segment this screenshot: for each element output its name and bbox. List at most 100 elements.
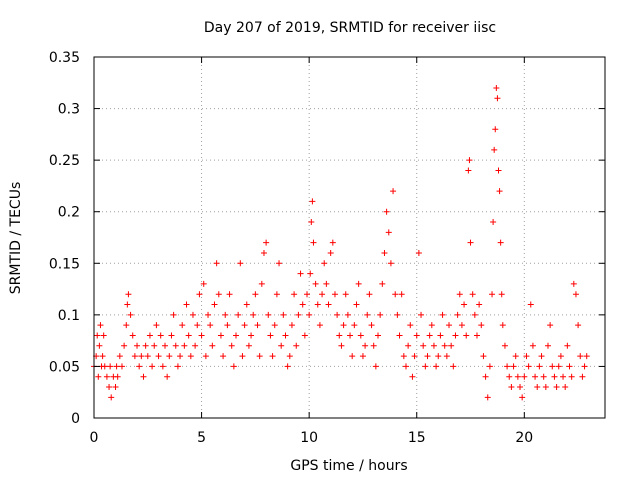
data-point (344, 311, 351, 318)
data-point (478, 322, 485, 329)
data-point (304, 291, 311, 298)
data-point (222, 311, 229, 318)
data-point (428, 322, 435, 329)
data-point (248, 332, 255, 339)
data-point (278, 342, 285, 349)
data-point (508, 384, 515, 391)
data-points (91, 84, 590, 401)
data-point (510, 363, 517, 370)
data-point (189, 311, 196, 318)
data-point (226, 291, 233, 298)
data-point (383, 208, 390, 215)
data-point (409, 373, 416, 380)
data-point (381, 249, 388, 256)
x-tick-label: 15 (408, 430, 426, 446)
data-point (103, 373, 110, 380)
data-point (581, 363, 588, 370)
data-point (299, 301, 306, 308)
data-point (112, 384, 119, 391)
data-point (215, 291, 222, 298)
data-point (566, 363, 573, 370)
data-point (486, 363, 493, 370)
data-point (263, 239, 270, 246)
data-point (187, 353, 194, 360)
data-point (536, 363, 543, 370)
data-point (196, 291, 203, 298)
data-point (405, 342, 412, 349)
axis-ticks: 0 5 10 15 20 0 0.05 0.1 0.15 0.2 0.25 0.3 0.35 (49, 50, 605, 446)
data-point (252, 291, 259, 298)
data-point (372, 363, 379, 370)
data-point (362, 342, 369, 349)
data-point (538, 353, 545, 360)
data-point (309, 198, 316, 205)
data-point (319, 291, 326, 298)
data-point (230, 363, 237, 370)
data-point (329, 239, 336, 246)
x-tick-label: 0 (90, 430, 99, 446)
data-point (125, 291, 132, 298)
data-point (418, 311, 425, 318)
data-point (258, 280, 265, 287)
data-point (295, 311, 302, 318)
data-point (465, 167, 472, 174)
data-point (308, 219, 315, 226)
data-point (456, 291, 463, 298)
y-tick-label: 0.05 (49, 359, 80, 375)
data-point (366, 291, 373, 298)
data-point (473, 332, 480, 339)
data-point (142, 342, 149, 349)
data-point (379, 280, 386, 287)
data-point (458, 322, 465, 329)
data-point (583, 353, 590, 360)
y-tick-label: 0.15 (49, 256, 80, 272)
data-point (553, 384, 560, 391)
data-point (377, 311, 384, 318)
data-point (359, 353, 366, 360)
data-point (422, 363, 429, 370)
data-point (572, 291, 579, 298)
data-point (493, 84, 500, 91)
data-point (557, 353, 564, 360)
data-point (435, 353, 442, 360)
data-point (113, 363, 120, 370)
data-point (471, 311, 478, 318)
x-axis-label: GPS time / hours (290, 458, 407, 474)
data-point (159, 363, 166, 370)
data-point (282, 332, 289, 339)
data-point (498, 291, 505, 298)
data-point (155, 353, 162, 360)
data-point (101, 363, 108, 370)
data-point (146, 332, 153, 339)
data-point (269, 353, 276, 360)
data-point (181, 342, 188, 349)
data-point (482, 373, 489, 380)
chart-title: Day 207 of 2019, SRMTID for receiver iis… (204, 20, 496, 36)
data-point (357, 332, 364, 339)
data-point (424, 353, 431, 360)
data-point (364, 311, 371, 318)
data-point (185, 332, 192, 339)
data-point (106, 384, 113, 391)
data-point (415, 249, 422, 256)
data-point (398, 291, 405, 298)
data-point (340, 322, 347, 329)
data-point (433, 363, 440, 370)
data-point (547, 322, 554, 329)
data-point (323, 280, 330, 287)
data-point (461, 301, 468, 308)
data-point (172, 342, 179, 349)
data-point (504, 363, 511, 370)
data-point (420, 342, 427, 349)
data-point (153, 322, 160, 329)
data-point (489, 291, 496, 298)
data-point (127, 311, 134, 318)
data-point (316, 322, 323, 329)
data-point (402, 363, 409, 370)
data-point (254, 322, 261, 329)
data-point (288, 322, 295, 329)
data-point (239, 353, 246, 360)
data-point (284, 363, 291, 370)
data-point (560, 373, 567, 380)
data-point (194, 322, 201, 329)
